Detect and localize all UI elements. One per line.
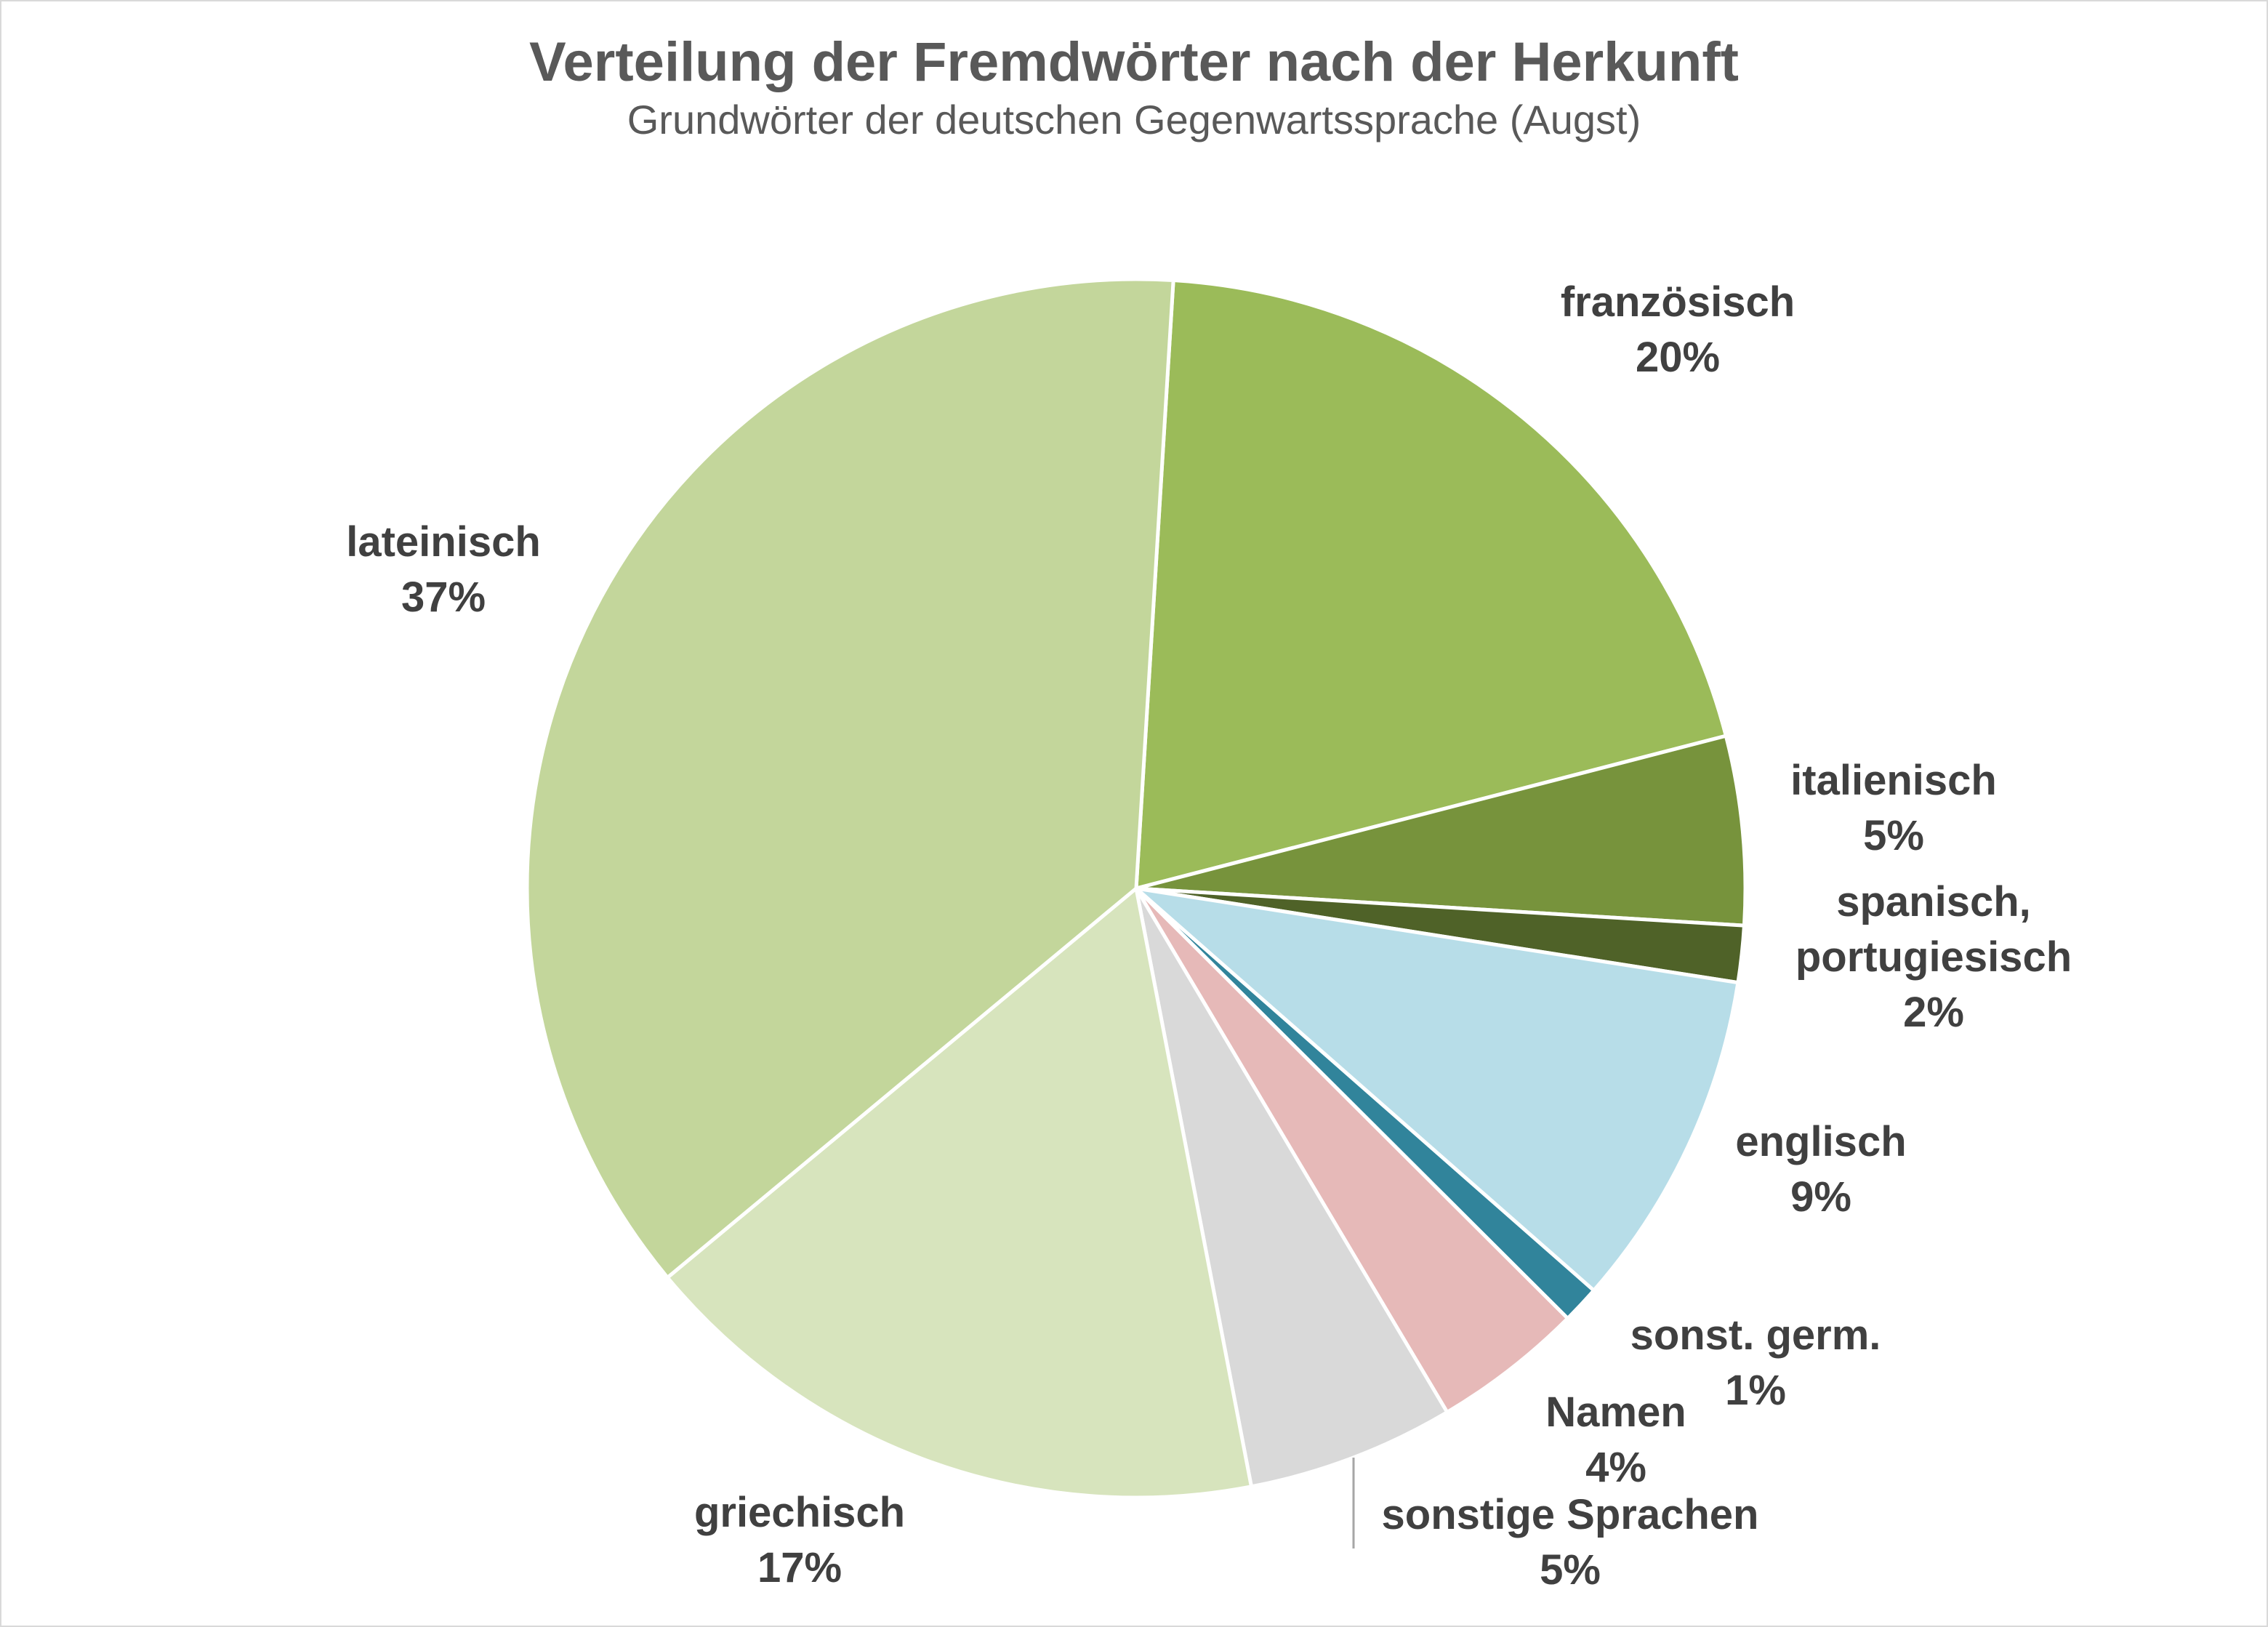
pie-slice-lateinisch [525, 277, 1175, 1279]
data-label-namen: Namen 4% [1545, 1389, 1686, 1491]
data-label-sonst-germ: sonst. germ. 1% [1630, 1311, 1881, 1414]
data-label-italienisch: italienisch 5% [1790, 757, 1997, 859]
pie-slice-englisch [1134, 886, 1740, 1293]
pie-slice-namen [1134, 886, 1570, 1415]
chart-subtitle: Grundwörter der deutschen Gegenwartsspra… [627, 97, 1641, 142]
data-label-sonstige-sprachen: sonstige Sprachen 5% [1382, 1491, 1759, 1594]
pie-labels: französisch 20% italienisch 5% spanisch, port… [346, 278, 2072, 1594]
data-label-griechisch: griechisch 17% [694, 1489, 905, 1591]
pie-slices [525, 277, 1748, 1500]
data-label-franzoesisch: französisch 20% [1561, 278, 1795, 381]
pie-slice-griechisch [665, 886, 1253, 1500]
data-label-spanisch-portugiesisch: spanisch, portugiesisch 2% [1796, 878, 2072, 1036]
data-label-lateinisch: lateinisch 37% [346, 518, 541, 621]
pie-slice-italienisch [1134, 734, 1748, 928]
chart-title: Verteilung der Fremdwörter nach der Herk… [529, 31, 1739, 93]
data-label-englisch: englisch 9% [1735, 1118, 1906, 1221]
pie-slice-franzoesisch [1134, 278, 1728, 891]
